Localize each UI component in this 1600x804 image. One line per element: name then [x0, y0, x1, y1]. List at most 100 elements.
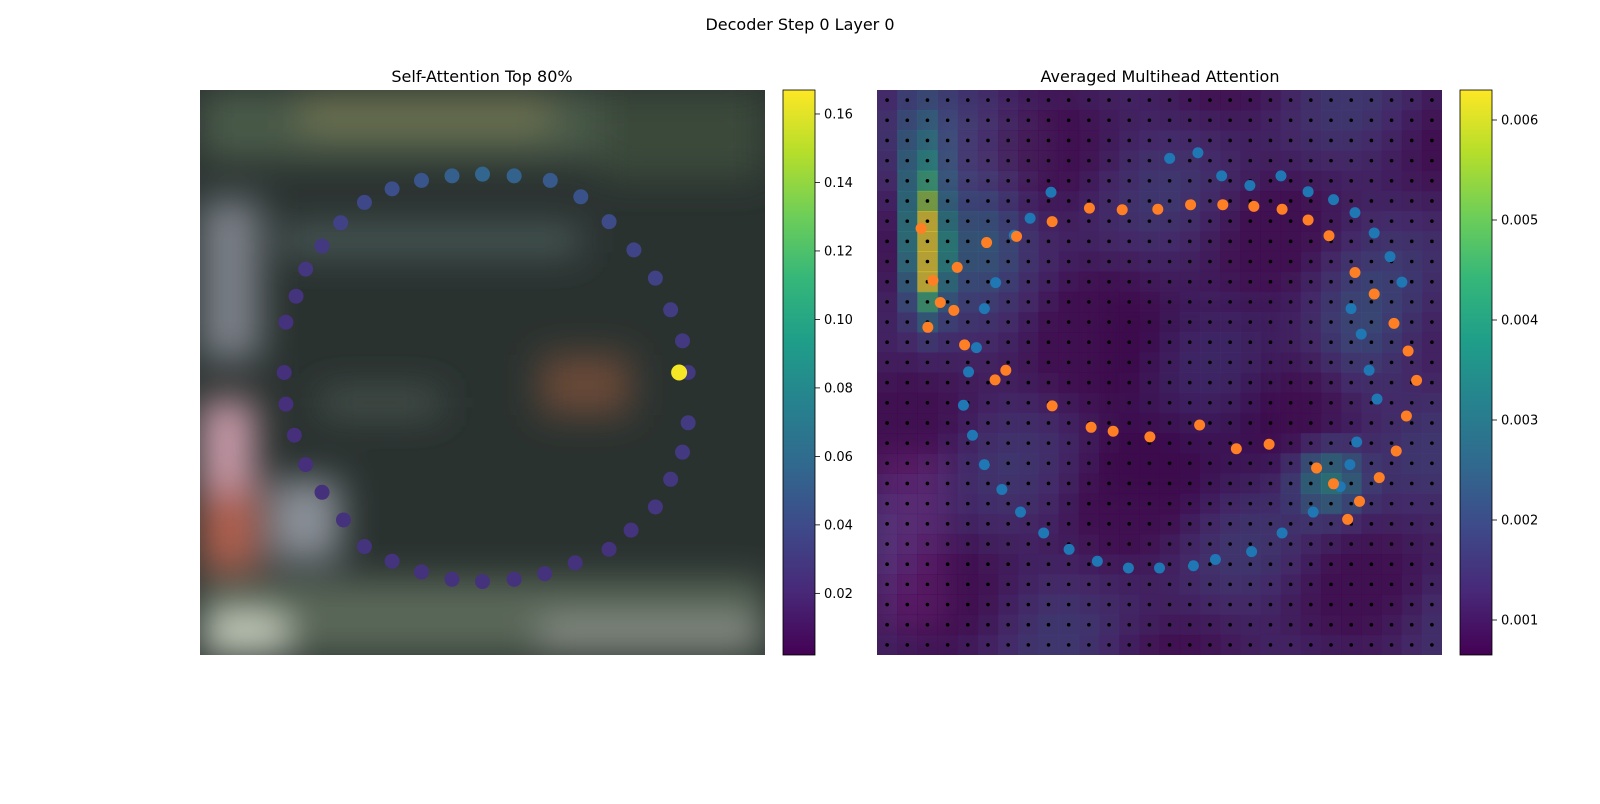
grid-dot [1006, 643, 1010, 647]
grid-dot [1026, 522, 1031, 526]
grid-dot [885, 98, 889, 102]
grid-dot [1208, 219, 1212, 223]
grid-dot [1066, 118, 1071, 123]
grid-dot [1228, 643, 1232, 647]
grid-dot [1288, 199, 1293, 203]
grid-dot [1430, 259, 1434, 264]
grid-dot [1228, 239, 1232, 244]
grid-dot [1288, 98, 1293, 102]
blue-attention-point [1384, 251, 1396, 263]
grid-dot [1369, 562, 1374, 566]
grid-dot [1026, 360, 1031, 365]
grid-dot [905, 582, 910, 587]
orange-attention-point [1011, 230, 1023, 242]
grid-dot [905, 300, 910, 304]
grid-dot [1107, 320, 1111, 324]
attention-point [444, 571, 460, 587]
grid-dot [1026, 158, 1031, 163]
grid-dot [1147, 421, 1152, 425]
grid-dot [1167, 179, 1172, 183]
grid-dot [1228, 421, 1232, 425]
grid-dot [1349, 118, 1353, 123]
right-heatmap [877, 90, 1442, 655]
grid-dot [1127, 118, 1132, 123]
grid-dot [1187, 219, 1192, 223]
grid-dot [1228, 360, 1232, 365]
grid-dot [986, 501, 990, 506]
grid-dot [986, 421, 990, 425]
grid-dot [1228, 542, 1232, 546]
grid-dot [1349, 219, 1353, 223]
grid-dot [905, 461, 910, 466]
grid-dot [966, 522, 970, 526]
grid-dot [1208, 360, 1212, 365]
blue-attention-point [966, 429, 978, 441]
grid-dot [905, 279, 910, 284]
attention-point [506, 571, 522, 587]
grid-dot [1026, 279, 1031, 284]
grid-dot [1288, 158, 1293, 163]
grid-dot [1288, 602, 1293, 607]
grid-dot [1248, 622, 1253, 627]
grid-dot [1087, 158, 1091, 163]
grid-dot [1066, 340, 1071, 345]
grid-dot [1349, 138, 1353, 143]
grid-dot [986, 98, 990, 102]
grid-dot [1046, 602, 1051, 607]
grid-dot [1167, 481, 1172, 486]
grid-dot [885, 602, 889, 607]
grid-dot [1248, 158, 1253, 163]
grid-dot [1127, 300, 1132, 304]
grid-dot [1127, 179, 1132, 183]
grid-dot [1329, 179, 1333, 183]
grid-dot [1006, 179, 1010, 183]
grid-dot [1006, 300, 1010, 304]
attention-point [542, 172, 558, 188]
grid-dot [925, 481, 930, 486]
grid-dot [905, 441, 910, 445]
grid-dot [925, 98, 930, 102]
grid-dot [1430, 360, 1434, 365]
grid-dot [925, 421, 930, 425]
grid-dot [986, 400, 990, 405]
grid-dot [1409, 98, 1414, 102]
right-colorbar-ticks: 0.001 0.002 0.003 0.004 0.005 0.006 [1492, 114, 1538, 629]
grid-dot [1309, 320, 1313, 324]
grid-dot [1187, 380, 1192, 385]
grid-dot [1329, 138, 1333, 143]
grid-dot [945, 501, 950, 506]
grid-dot [945, 481, 950, 486]
grid-dot [1349, 542, 1353, 546]
grid-dot [1046, 421, 1051, 425]
grid-dot [1349, 239, 1353, 244]
grid-dot [1409, 562, 1414, 566]
grid-dot [1248, 279, 1253, 284]
grid-dot [1389, 622, 1394, 627]
grid-dot [1026, 622, 1031, 627]
blue-attention-point [1038, 527, 1050, 539]
grid-dot [925, 501, 930, 506]
grid-dot [1147, 300, 1152, 304]
grid-dot [1087, 219, 1091, 223]
grid-dot [1046, 300, 1051, 304]
grid-dot [1349, 481, 1353, 486]
attention-point [278, 314, 294, 330]
grid-dot [1187, 300, 1192, 304]
grid-dot [1409, 441, 1414, 445]
grid-dot [1268, 179, 1273, 183]
grid-dot [1228, 199, 1232, 203]
grid-dot [1409, 239, 1414, 244]
grid-dot [1248, 138, 1253, 143]
blue-attention-point [978, 459, 990, 471]
grid-dot [945, 602, 950, 607]
grid-dot [925, 360, 930, 365]
grid-dot [1288, 421, 1293, 425]
grid-dot [925, 461, 930, 466]
grid-dot [905, 158, 910, 163]
colorbar-tick-label: 0.002 [1501, 514, 1538, 529]
grid-dot [1046, 481, 1051, 486]
grid-dot [1288, 582, 1293, 587]
grid-dot [1087, 360, 1091, 365]
grid-dot [885, 461, 889, 466]
